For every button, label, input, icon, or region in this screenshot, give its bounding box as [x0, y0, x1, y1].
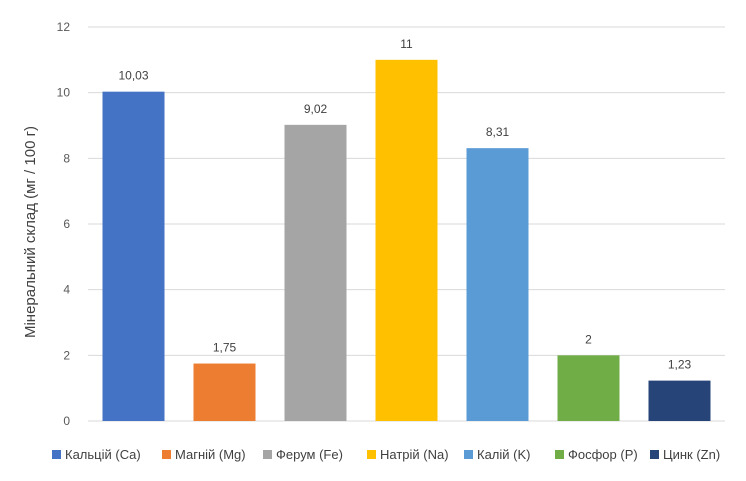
data-label: 2	[585, 332, 592, 346]
bar-6	[557, 355, 620, 421]
data-label: 9,02	[304, 102, 328, 116]
y-tick-label: 12	[57, 20, 71, 34]
data-label: 1,75	[213, 341, 237, 355]
legend-label: Калій (K)	[477, 447, 530, 462]
legend-swatch	[464, 450, 473, 459]
y-tick-label: 2	[63, 348, 70, 362]
legend-swatch	[555, 450, 564, 459]
legend-label: Натрій (Na)	[380, 447, 449, 462]
y-tick-label: 10	[57, 86, 71, 100]
legend-label: Фосфор (P)	[568, 447, 638, 462]
data-label: 11	[400, 37, 413, 51]
y-tick-label: 6	[63, 217, 70, 231]
bars	[102, 59, 711, 422]
legend-swatch	[650, 450, 659, 459]
data-label: 1,23	[668, 358, 692, 372]
bar-3	[284, 124, 347, 422]
y-tick-label: 4	[63, 283, 70, 297]
legend-swatch	[367, 450, 376, 459]
legend-label: Ферум (Fe)	[276, 447, 343, 462]
bar-2	[193, 363, 256, 421]
y-axis-title: Мінеральний склад (мг / 100 г)	[22, 126, 39, 338]
y-tick-label: 8	[63, 151, 70, 165]
data-label: 8,31	[486, 125, 510, 139]
bar-5	[466, 148, 529, 421]
legend: Кальцій (Ca) Магній (Mg) Ферум (Fe) Натрій …	[52, 447, 720, 462]
data-label: 10,03	[118, 69, 148, 83]
legend-swatch	[52, 450, 61, 459]
y-tick-label: 0	[63, 414, 70, 428]
bar-1	[102, 91, 165, 421]
legend-swatch	[263, 450, 272, 459]
legend-label: Магній (Mg)	[175, 447, 246, 462]
y-axis-ticks: 0 2 4 6 8 10 12	[57, 20, 71, 428]
data-labels: 10,03 1,75 9,02 11 8,31 2 1,23	[118, 37, 691, 372]
legend-swatch	[162, 450, 171, 459]
legend-label: Цинк (Zn)	[663, 447, 720, 462]
bar-4	[375, 59, 438, 421]
legend-label: Кальцій (Ca)	[65, 447, 141, 462]
bar-7	[648, 380, 711, 421]
